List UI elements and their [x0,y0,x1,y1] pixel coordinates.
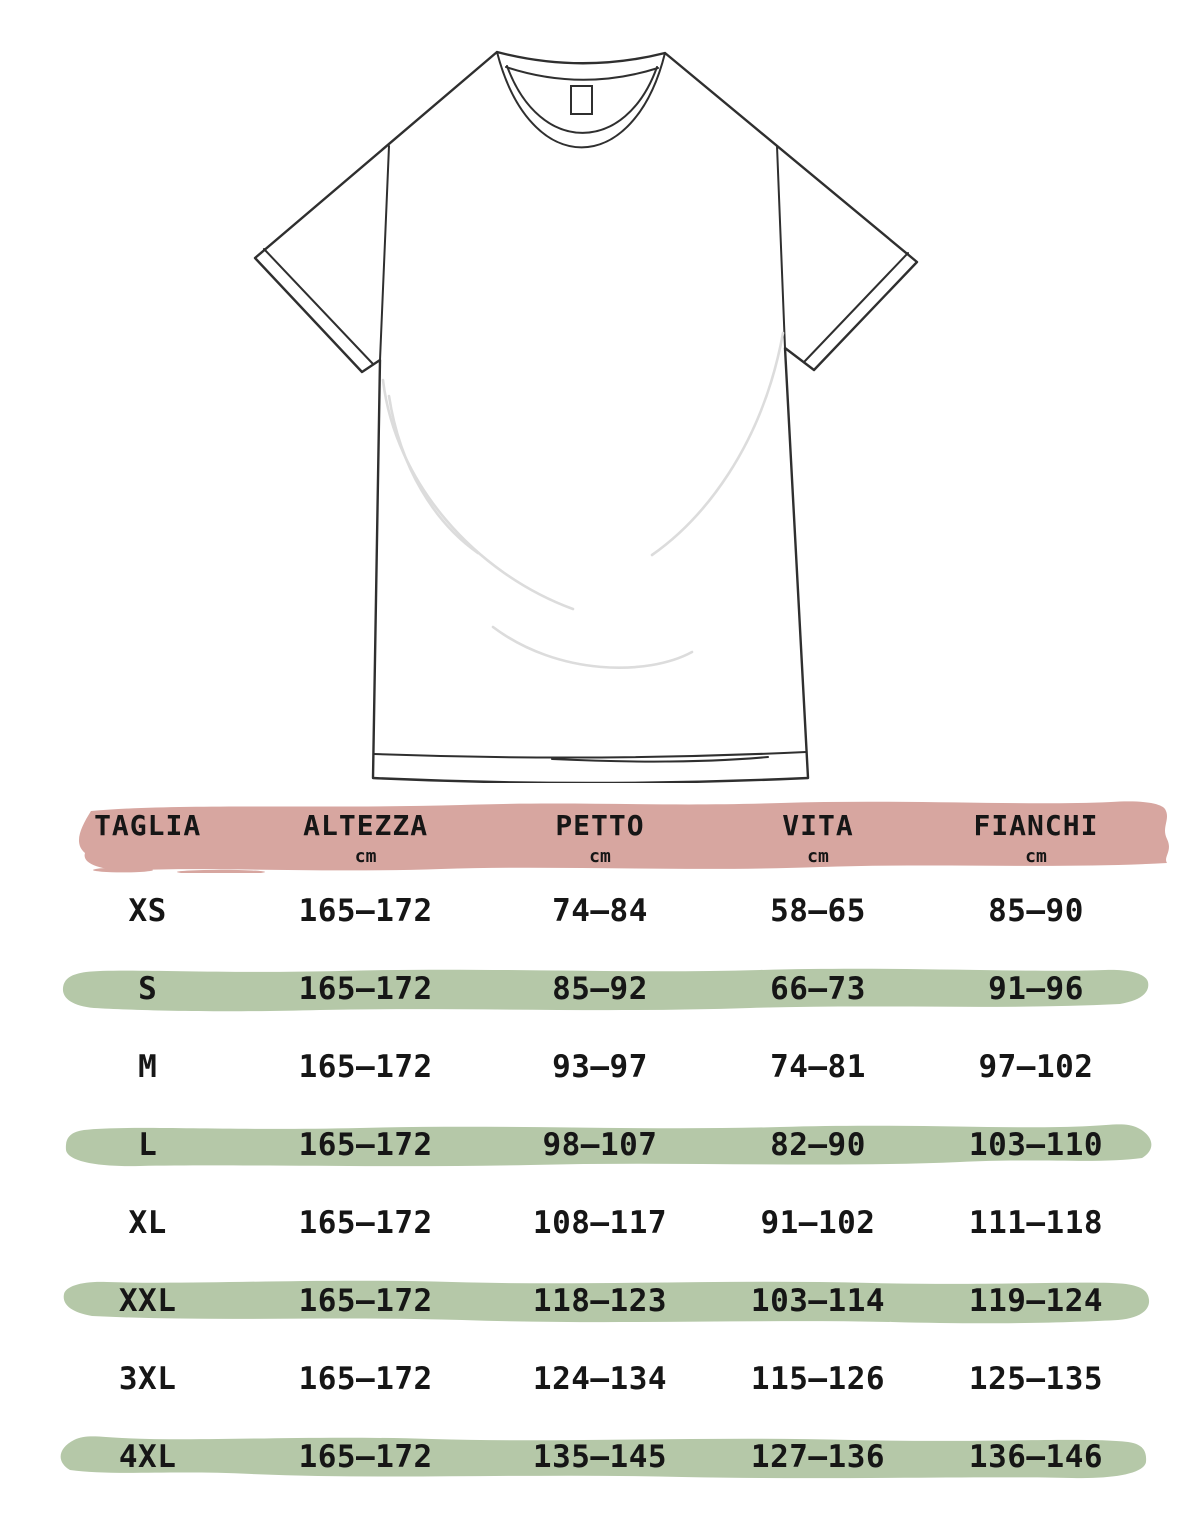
tshirt-silhouette [253,50,919,783]
collar-front-outer [496,51,666,149]
cell-altezza: 165–172 [298,893,433,929]
col-unit: cm [807,846,829,867]
left-cuff-stitch [263,248,374,365]
col-label: FIANCHI [973,809,1099,842]
right-cuff-stitch [804,252,909,362]
fold-left-short [387,394,480,555]
col-header-petto: PETTO cm [491,790,709,867]
header-cells: TAGLIA ALTEZZA cm PETTO cm VITA cm FIANC… [55,790,1145,872]
cell-petto: 108–117 [532,1205,668,1241]
col-unit: cm [589,846,611,867]
cell-vita: 58–65 [770,893,866,929]
fold-bottom [491,625,694,669]
cell-petto: 74–84 [552,893,648,929]
cell-fianchi: 103–110 [968,1127,1104,1163]
col-header-altezza: ALTEZZA cm [240,790,491,867]
cell-vita: 82–90 [770,1127,866,1163]
cell-petto: 93–97 [552,1049,648,1085]
cell-taglia: 4XL [118,1439,177,1475]
cell-fianchi: 111–118 [968,1205,1104,1241]
cell-fianchi: 91–96 [988,971,1084,1007]
col-unit: cm [354,846,377,867]
cell-fianchi: 97–102 [978,1049,1094,1085]
cell-taglia: XS [128,893,167,929]
cell-fianchi: 85–90 [988,893,1084,929]
col-label: TAGLIA [94,809,202,842]
cell-petto: 135–145 [532,1439,668,1475]
cell-vita: 115–126 [750,1361,886,1397]
cell-fianchi: 119–124 [968,1283,1104,1319]
cell-taglia: XL [128,1205,167,1241]
table-row-xs: XS 165–172 74–84 58–65 85–90 [55,872,1145,950]
cell-petto: 118–123 [532,1283,668,1319]
fold-left [381,378,575,611]
table-row-m: M 165–172 93–97 74–81 97–102 [55,1028,1145,1106]
table-row-s: S 165–172 85–92 66–73 91–96 [55,950,1149,1028]
col-header-vita: VITA cm [709,790,927,867]
cell-petto: 85–92 [552,971,648,1007]
cell-petto: 98–107 [542,1127,658,1163]
cell-altezza: 165–172 [298,1361,433,1397]
fold-right [650,331,785,557]
table-row-xxl: XXL 165–172 118–123 103–114 119–124 [55,1262,1150,1340]
left-armhole-seam [379,145,390,361]
tshirt-illustration [240,28,930,783]
table-row-xl: XL 165–172 108–117 91–102 111–118 [55,1184,1145,1262]
cell-vita: 66–73 [770,971,866,1007]
cell-fianchi: 136–146 [968,1439,1104,1475]
col-header-fianchi: FIANCHI cm [927,790,1145,867]
table-row-3xl: 3XL 165–172 124–134 115–126 125–135 [55,1340,1145,1418]
cell-altezza: 165–172 [298,971,433,1007]
neck-label-tag [570,85,593,115]
col-label: VITA [782,809,854,842]
col-unit: cm [1025,846,1047,867]
size-table: TAGLIA ALTEZZA cm PETTO cm VITA cm FIANC… [55,790,1169,1496]
cell-taglia: M [138,1049,158,1085]
collar-back-seam [505,66,659,81]
col-label: PETTO [555,809,645,842]
bottom-hem-stitch [373,751,807,759]
table-row-l: L 165–172 98–107 82–90 103–110 [55,1106,1152,1184]
right-armhole-seam [776,145,786,349]
table-row-4xl: 4XL 165–172 135–145 127–136 136–146 [55,1418,1147,1496]
cell-altezza: 165–172 [298,1283,433,1319]
bottom-hem-stitch-2 [551,756,769,763]
cell-taglia: 3XL [118,1361,177,1397]
tshirt-line-drawing-svg [253,50,919,783]
cell-altezza: 165–172 [298,1049,433,1085]
cell-taglia: L [138,1127,158,1163]
cell-vita: 103–114 [750,1283,886,1319]
cell-vita: 91–102 [760,1205,876,1241]
cell-petto: 124–134 [532,1361,668,1397]
cell-altezza: 165–172 [298,1205,433,1241]
cell-vita: 127–136 [750,1439,886,1475]
col-header-taglia: TAGLIA [55,790,240,847]
cell-vita: 74–81 [770,1049,866,1085]
col-label: ALTEZZA [303,809,429,842]
cell-taglia: S [138,971,158,1007]
table-header-row: TAGLIA ALTEZZA cm PETTO cm VITA cm FIANC… [55,790,1169,873]
cell-taglia: XXL [118,1283,177,1319]
collar-front-inner [506,65,658,134]
cell-altezza: 165–172 [298,1127,433,1163]
cell-altezza: 165–172 [298,1439,433,1475]
cell-fianchi: 125–135 [968,1361,1104,1397]
